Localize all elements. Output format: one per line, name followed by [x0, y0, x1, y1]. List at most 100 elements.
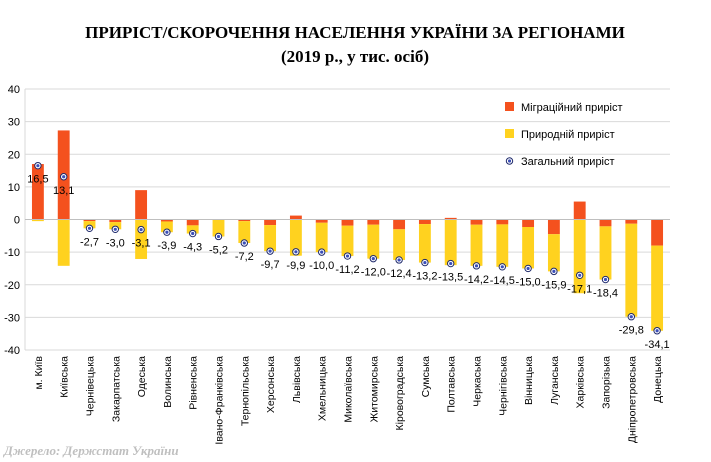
legend-label: Міграційний приріст: [521, 102, 622, 114]
total-point: [397, 258, 401, 262]
bar-natural: [57, 219, 70, 266]
data-label: -9,7: [261, 259, 280, 271]
bar-natural: [160, 221, 173, 233]
x-tick-label: Харківська: [575, 356, 587, 409]
bar-migration: [444, 217, 457, 220]
total-point: [216, 234, 221, 239]
bar-natural: [135, 219, 148, 259]
data-label: -14,2: [464, 274, 489, 286]
bar-migration: [625, 219, 638, 224]
bar-migration: [186, 219, 199, 226]
total-point: [36, 164, 40, 168]
data-label: -11,2: [335, 264, 359, 276]
x-tick-label: Тернопільська: [239, 356, 251, 426]
bar-migration: [83, 219, 96, 222]
data-label: -5,2: [209, 244, 228, 256]
x-tick-label: Київська: [59, 356, 71, 398]
bar-migration: [160, 219, 173, 222]
source-note: Джерело: Держстат України: [3, 443, 179, 458]
y-tick-label: -20: [4, 280, 20, 292]
data-label: -14,5: [490, 275, 515, 287]
x-axis: м. Київ Київська Чернівецька Закарпатська Од…: [33, 356, 664, 445]
bar-migration: [341, 219, 354, 226]
x-tick-label: Луганська: [549, 356, 561, 405]
bar-natural: [496, 224, 509, 267]
x-tick-label: Волинська: [162, 356, 174, 408]
total-point: [268, 249, 272, 253]
bar-natural: [625, 223, 638, 317]
data-label: -2,7: [80, 236, 99, 248]
y-tick-label: -10: [4, 247, 20, 259]
bar-natural: [212, 219, 225, 237]
total-growth-points: [34, 161, 661, 335]
bar-natural: [418, 224, 431, 263]
y-tick-label: 0: [14, 215, 20, 227]
data-label: -3,1: [132, 238, 151, 250]
data-label: -12,4: [387, 268, 412, 280]
y-tick-label: 10: [8, 182, 20, 194]
total-point: [139, 228, 143, 232]
bar-migration: [393, 219, 406, 230]
bar-natural: [444, 219, 457, 266]
x-tick-label: м. Київ: [33, 356, 45, 390]
data-label: -15,9: [541, 279, 566, 291]
bar-natural: [651, 245, 664, 331]
bar-migration: [547, 219, 560, 235]
total-point: [449, 261, 453, 266]
legend-swatch: [505, 102, 514, 111]
bar-natural: [315, 222, 328, 253]
x-tick-label: Херсонська: [265, 356, 277, 413]
total-point: [345, 254, 350, 258]
x-tick-label: Чернігівська: [497, 356, 509, 416]
total-point: [629, 315, 633, 319]
bar-natural: [341, 225, 354, 257]
data-label: -9,9: [286, 260, 305, 272]
total-point: [655, 329, 659, 333]
bar-migration: [573, 201, 586, 220]
bar-natural: [31, 219, 44, 222]
total-point: [191, 231, 195, 236]
total-point: [165, 230, 169, 234]
legend-label: Загальний приріст: [521, 156, 615, 168]
bar-natural: [547, 234, 560, 272]
data-label: -15,0: [516, 276, 541, 288]
bar-migration: [264, 219, 277, 226]
legend: Міграційний приріст Природній приріст Зага…: [505, 102, 622, 168]
total-point: [578, 273, 582, 277]
bar-migration: [31, 164, 44, 220]
x-tick-label: Дніпропетровська: [626, 356, 638, 443]
x-tick-label: Вінницька: [523, 356, 535, 405]
bar-natural: [238, 221, 251, 243]
x-tick-label: Хмельницька: [317, 356, 329, 421]
total-point: [87, 226, 92, 230]
x-tick-label: Житомирська: [368, 356, 380, 423]
bar-natural: [393, 229, 406, 260]
bar-migration: [238, 219, 251, 222]
bar-migration: [470, 219, 483, 225]
chart-title: ПРИРІСТ/СКОРОЧЕННЯ НАСЕЛЕННЯ УКРАЇНИ ЗА …: [85, 23, 625, 42]
bar-natural: [264, 225, 277, 252]
legend-label: Природній приріст: [521, 129, 615, 141]
total-point: [242, 241, 246, 245]
data-label: -3,9: [157, 240, 176, 252]
y-axis: 40 30 20 10 0 -10 -20 -30 -40: [4, 84, 26, 357]
chart-subtitle: (2019 р., у тис. осіб): [281, 47, 429, 66]
bar-migration: [289, 215, 302, 220]
x-tick-label: Черкаська: [472, 356, 484, 407]
data-label: -34,1: [645, 339, 670, 351]
bar-natural: [470, 224, 483, 266]
bar-natural: [599, 226, 612, 280]
data-labels: 16,5 13,1 -2,7 -3,0 -3,1 -3,9 -4,3 -5,2 -7,2 -9,7…: [27, 174, 669, 351]
data-label: -10,0: [309, 260, 334, 272]
bar-migration: [496, 219, 509, 225]
x-tick-label: Донецька: [652, 356, 664, 403]
legend-swatch: [505, 129, 514, 138]
x-tick-label: Рівненська: [188, 356, 200, 410]
bar-migration: [135, 190, 148, 220]
total-point: [474, 264, 479, 268]
x-tick-label: Львівська: [291, 356, 303, 403]
total-point: [423, 260, 427, 265]
legend-marker: [507, 159, 512, 163]
x-tick-label: Запорізька: [601, 356, 613, 409]
